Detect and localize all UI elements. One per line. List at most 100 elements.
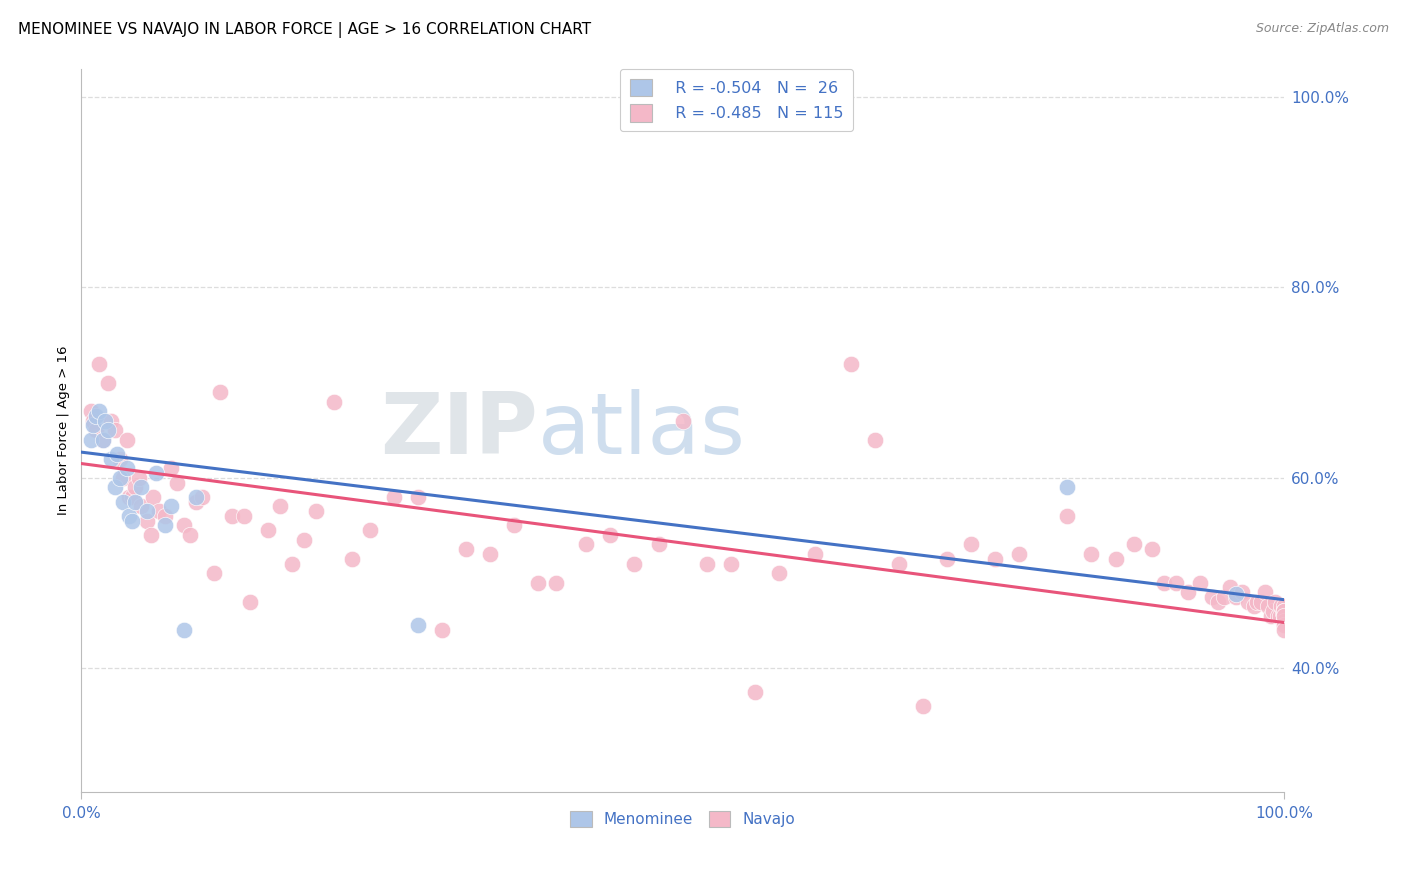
Point: [1206, 594, 1229, 608]
Point: [340, 551, 363, 566]
Point: [1225, 587, 1247, 601]
Point: [1104, 551, 1126, 566]
Point: [100, 451, 122, 466]
Point: [1272, 604, 1295, 618]
Point: [1253, 585, 1275, 599]
Point: [1272, 608, 1295, 623]
Point: [1272, 618, 1295, 632]
Point: [280, 557, 302, 571]
Point: [121, 490, 143, 504]
Point: [80, 433, 103, 447]
Point: [115, 461, 138, 475]
Point: [1056, 508, 1078, 523]
Point: [720, 557, 742, 571]
Point: [1270, 599, 1292, 614]
Point: [936, 551, 959, 566]
Point: [647, 537, 669, 551]
Point: [430, 623, 453, 637]
Point: [575, 537, 598, 551]
Point: [142, 490, 165, 504]
Point: [1267, 608, 1289, 623]
Point: [179, 528, 201, 542]
Legend: Menominee, Navajo: Menominee, Navajo: [562, 803, 803, 835]
Point: [115, 433, 138, 447]
Point: [84, 409, 107, 423]
Point: [148, 504, 170, 518]
Point: [1140, 542, 1163, 557]
Point: [108, 451, 131, 466]
Point: [1212, 590, 1234, 604]
Point: [1272, 602, 1295, 616]
Point: [256, 523, 278, 537]
Point: [105, 447, 128, 461]
Point: [1272, 614, 1295, 628]
Point: [155, 508, 177, 523]
Text: atlas: atlas: [538, 389, 747, 472]
Point: [131, 480, 153, 494]
Point: [1243, 599, 1265, 614]
Point: [1271, 606, 1294, 620]
Point: [887, 557, 910, 571]
Point: [1272, 608, 1295, 623]
Point: [623, 557, 645, 571]
Point: [1261, 604, 1284, 618]
Point: [118, 508, 141, 523]
Point: [1272, 615, 1295, 630]
Point: [912, 699, 935, 714]
Point: [599, 528, 621, 542]
Point: [221, 508, 243, 523]
Text: MENOMINEE VS NAVAJO IN LABOR FORCE | AGE > 16 CORRELATION CHART: MENOMINEE VS NAVAJO IN LABOR FORCE | AGE…: [18, 22, 592, 38]
Point: [184, 490, 207, 504]
Point: [1264, 594, 1286, 608]
Point: [546, 575, 568, 590]
Point: [804, 547, 827, 561]
Point: [112, 494, 135, 508]
Point: [155, 518, 177, 533]
Point: [1225, 590, 1247, 604]
Point: [89, 357, 111, 371]
Point: [527, 575, 550, 590]
Point: [1272, 612, 1295, 626]
Point: [1164, 575, 1187, 590]
Point: [1008, 547, 1031, 561]
Point: [1260, 608, 1282, 623]
Point: [139, 528, 162, 542]
Point: [768, 566, 790, 580]
Point: [863, 433, 886, 447]
Point: [118, 490, 141, 504]
Point: [479, 547, 502, 561]
Point: [406, 618, 429, 632]
Point: [503, 518, 526, 533]
Point: [104, 480, 127, 494]
Point: [1188, 575, 1211, 590]
Point: [128, 471, 150, 485]
Point: [173, 518, 195, 533]
Point: [1122, 537, 1144, 551]
Point: [1230, 585, 1253, 599]
Point: [1272, 614, 1295, 628]
Point: [1080, 547, 1102, 561]
Point: [1272, 623, 1295, 637]
Point: [1177, 585, 1199, 599]
Point: [1272, 608, 1295, 623]
Point: [1219, 580, 1241, 594]
Point: [166, 475, 188, 490]
Point: [1272, 604, 1295, 618]
Point: [124, 494, 146, 508]
Point: [1272, 608, 1295, 623]
Point: [359, 523, 381, 537]
Point: [292, 533, 315, 547]
Point: [232, 508, 254, 523]
Point: [104, 423, 127, 437]
Point: [1272, 614, 1295, 628]
Point: [97, 376, 120, 390]
Point: [1246, 594, 1268, 608]
Point: [1236, 594, 1258, 608]
Y-axis label: In Labor Force | Age > 16: In Labor Force | Age > 16: [58, 345, 70, 515]
Point: [124, 480, 146, 494]
Point: [160, 500, 183, 514]
Point: [671, 414, 693, 428]
Point: [305, 504, 328, 518]
Point: [80, 404, 103, 418]
Point: [1272, 604, 1295, 618]
